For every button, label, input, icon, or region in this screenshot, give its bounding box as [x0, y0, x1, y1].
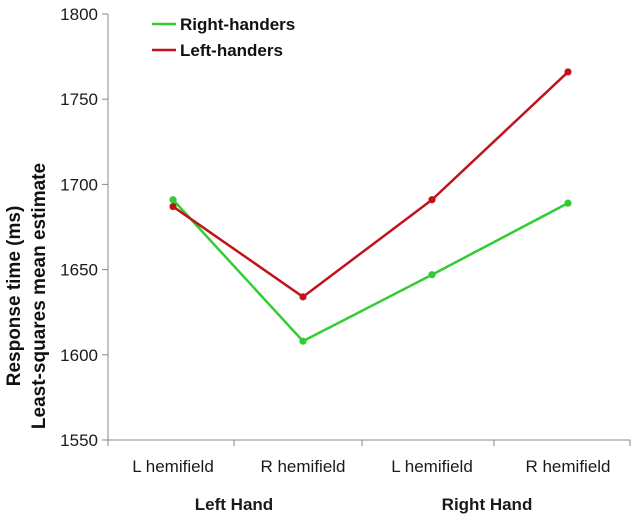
series-left-handers: [169, 68, 572, 301]
x-tick-label: L hemifield: [391, 457, 473, 476]
y-tick-label: 1700: [60, 175, 98, 194]
data-point: [428, 196, 436, 204]
y-axis-title-line-1: Response time (ms): [4, 206, 25, 387]
y-tick-label: 1550: [60, 431, 98, 450]
data-point: [169, 202, 177, 211]
y-axis: 1550 1600 1650 1700 1750 1800: [60, 5, 109, 450]
data-point: [299, 293, 307, 301]
legend-label: Left-handers: [180, 41, 283, 60]
y-tick-label: 1800: [60, 5, 98, 24]
y-axis-title: Response time (ms) Least-squares mean es…: [4, 163, 50, 429]
data-point: [169, 196, 177, 204]
data-point: [564, 68, 572, 76]
group-labels: Left Hand Right Hand: [195, 495, 533, 514]
x-tick-label: R hemifield: [525, 457, 610, 476]
x-tick-label: L hemifield: [132, 457, 214, 476]
group-label-left-hand: Left Hand: [195, 495, 273, 514]
legend-label: Right-handers: [180, 15, 295, 34]
data-point: [428, 271, 436, 279]
data-point: [564, 199, 572, 207]
series-layer: [169, 68, 572, 345]
y-axis-title-line-2: Least-squares mean estimate: [29, 163, 50, 429]
series-right-handers: [169, 196, 572, 345]
x-axis: L hemifield R hemifield L hemifield R hemif…: [107, 439, 631, 476]
group-label-right-hand: Right Hand: [442, 495, 533, 514]
series-line: [172, 198, 569, 343]
y-tick-label: 1750: [60, 90, 98, 109]
y-tick-label: 1650: [60, 261, 98, 280]
legend: Right-handers Left-handers: [152, 15, 295, 60]
y-tick-label: 1600: [60, 346, 98, 365]
series-line: [172, 71, 569, 299]
data-point: [299, 337, 307, 345]
x-tick-label: R hemifield: [260, 457, 345, 476]
